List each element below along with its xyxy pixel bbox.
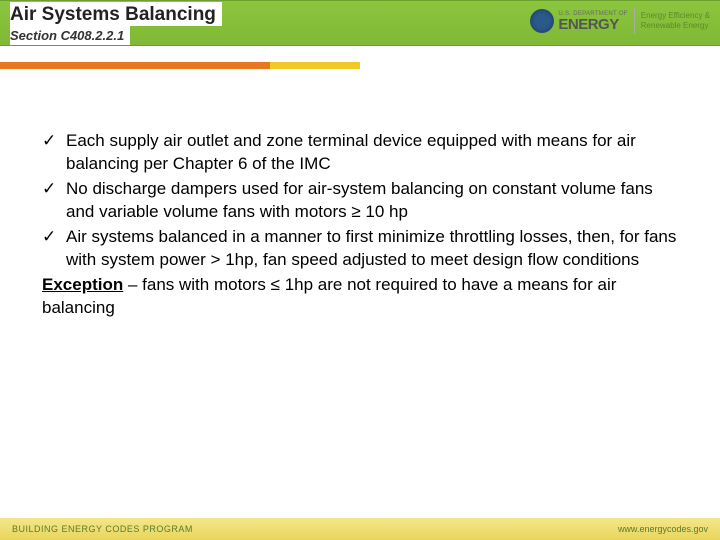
slide-title: Air Systems Balancing	[10, 2, 222, 26]
bullet-item: Air systems balanced in a manner to firs…	[42, 226, 680, 272]
eere-line1: Energy Efficiency &	[641, 11, 710, 21]
bullet-item: No discharge dampers used for air-system…	[42, 178, 680, 224]
doe-logo-block: U.S. DEPARTMENT OF ENERGY Energy Efficie…	[530, 8, 710, 34]
slide-header: Air Systems Balancing Section C408.2.2.1…	[0, 0, 720, 74]
bullet-item: Each supply air outlet and zone terminal…	[42, 130, 680, 176]
eere-label: Energy Efficiency & Renewable Energy	[641, 11, 710, 30]
footer-url: www.energycodes.gov	[618, 524, 708, 534]
footer-program: BUILDING ENERGY CODES PROGRAM	[12, 524, 193, 534]
slide-subtitle: Section C408.2.2.1	[10, 26, 130, 45]
accent-orange	[0, 62, 270, 69]
exception-text: – fans with motors ≤ 1hp are not require…	[42, 275, 616, 317]
doe-seal-icon	[530, 9, 554, 33]
accent-bar	[0, 62, 720, 69]
slide-content: Each supply air outlet and zone terminal…	[42, 130, 680, 320]
doe-text: U.S. DEPARTMENT OF ENERGY	[558, 11, 627, 32]
doe-logo: U.S. DEPARTMENT OF ENERGY	[530, 9, 627, 33]
eere-line2: Renewable Energy	[641, 21, 710, 31]
accent-yellow	[270, 62, 360, 69]
doe-energy-label: ENERGY	[558, 17, 627, 32]
exception-label: Exception	[42, 275, 123, 294]
slide-footer: BUILDING ENERGY CODES PROGRAM www.energy…	[0, 518, 720, 540]
logo-divider	[634, 8, 635, 34]
exception-line: Exception – fans with motors ≤ 1hp are n…	[42, 274, 680, 320]
